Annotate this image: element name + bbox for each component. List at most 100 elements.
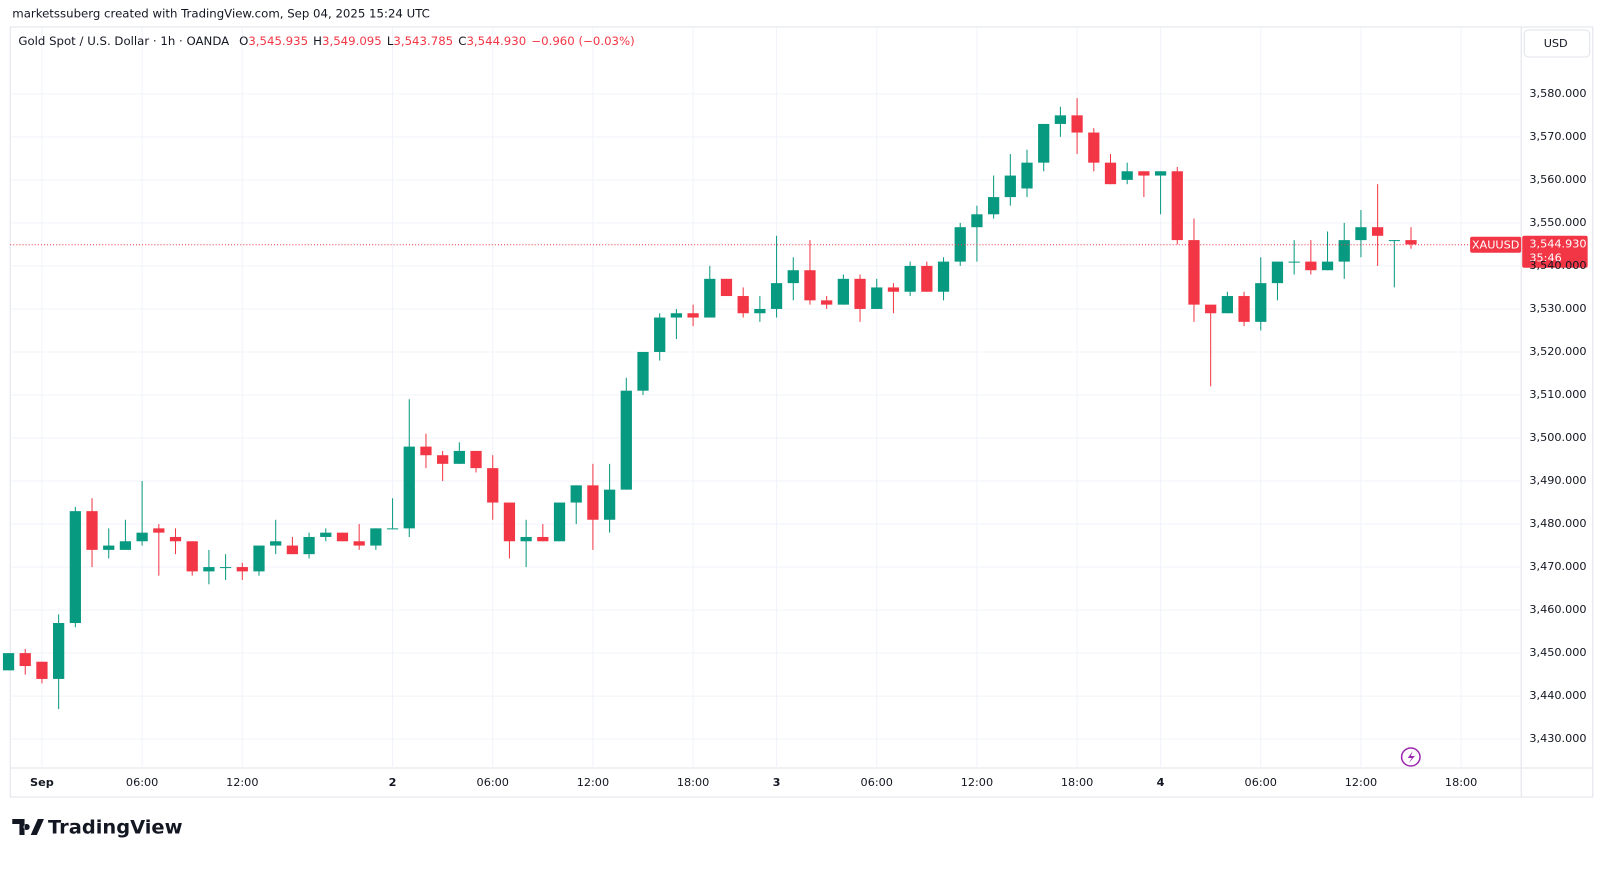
candle-body xyxy=(1338,240,1350,262)
candle-body xyxy=(620,390,632,490)
candle-body xyxy=(2,653,15,671)
candle-body xyxy=(453,450,465,464)
candle-body xyxy=(1021,162,1033,189)
legend-value: 3,545.935 xyxy=(248,34,308,48)
y-tick-label: 3,560.000 xyxy=(1529,173,1586,186)
x-tick-label: 06:00 xyxy=(1245,776,1277,789)
candle-body xyxy=(821,300,833,305)
legend-value: 3,549.095 xyxy=(322,34,382,48)
credit: marketssuberg created with TradingView.c… xyxy=(12,7,430,21)
y-tick-label: 3,470.000 xyxy=(1529,560,1586,573)
candle-body xyxy=(153,528,165,533)
y-tick-label: 3,490.000 xyxy=(1529,474,1586,487)
candle-body xyxy=(420,446,432,456)
price-tag-name-bg xyxy=(1470,236,1522,253)
y-tick-label: 3,550.000 xyxy=(1529,216,1586,229)
candle-body xyxy=(69,511,81,624)
candle-body xyxy=(737,296,749,314)
x-tick-label: 06:00 xyxy=(126,776,158,789)
y-tick-label: 3,440.000 xyxy=(1529,689,1586,702)
candle-body xyxy=(386,528,399,530)
candle-body xyxy=(1154,171,1167,176)
currency[interactable]: USD xyxy=(1544,37,1568,50)
candle-body xyxy=(270,541,282,546)
candles xyxy=(2,98,1417,710)
candle-body xyxy=(921,265,933,292)
candle-body xyxy=(1221,296,1233,314)
grid xyxy=(10,28,1522,768)
candle-body xyxy=(1255,283,1267,322)
y-tick-label: 3,500.000 xyxy=(1529,431,1586,444)
legend-label: O xyxy=(239,34,248,48)
x-tick-label: 18:00 xyxy=(677,776,709,789)
candle-body xyxy=(854,278,866,309)
candle-body xyxy=(103,545,115,550)
candle-body xyxy=(1305,261,1317,271)
candle-body xyxy=(236,567,248,572)
x-tick-label: Sep xyxy=(30,776,54,789)
candle-body xyxy=(53,623,65,679)
x-tick-label: 3 xyxy=(773,776,781,789)
countdown: 35:46 xyxy=(1529,252,1561,265)
candle-body xyxy=(36,661,48,679)
candle-body xyxy=(1205,304,1217,314)
candle-body xyxy=(1355,227,1367,241)
candle-body xyxy=(86,511,98,550)
x-tick-label: 06:00 xyxy=(477,776,509,789)
candle-body xyxy=(804,270,816,301)
candle-body xyxy=(720,278,733,297)
candle-body xyxy=(1121,171,1133,180)
events-icon-bolt xyxy=(1407,751,1415,763)
candle-body xyxy=(136,532,148,542)
candle-body xyxy=(203,567,215,572)
currency-button[interactable] xyxy=(1523,29,1591,58)
x-tick-label: 12:00 xyxy=(226,776,258,789)
candle-body xyxy=(403,446,415,529)
candle-body xyxy=(687,313,699,318)
candle-body xyxy=(1104,162,1117,185)
legend-value: 3,544.930 xyxy=(466,34,526,48)
candle-body xyxy=(1321,261,1334,271)
candle-body xyxy=(1004,175,1016,198)
candle-body xyxy=(754,308,766,314)
y-tick-label: 3,430.000 xyxy=(1529,732,1586,745)
chart-frame xyxy=(9,26,1594,798)
candle-body xyxy=(537,536,549,542)
candle-body xyxy=(871,287,883,309)
candle-body xyxy=(603,489,616,520)
candle-body xyxy=(1054,115,1067,124)
candle-body xyxy=(219,567,232,569)
candle-body xyxy=(186,541,198,572)
y-tick-label: 3,570.000 xyxy=(1529,130,1586,143)
candle-body xyxy=(553,502,566,542)
candle-body xyxy=(1388,240,1400,242)
symbol: Gold Spot / U.S. Dollar · 1h · OANDA xyxy=(18,34,229,48)
candle-body xyxy=(587,485,599,520)
candle-body xyxy=(971,214,983,228)
candle-body xyxy=(19,653,31,667)
price-tag-name: XAUUSD xyxy=(1472,239,1520,252)
x-tick-label: 06:00 xyxy=(861,776,893,789)
candle-body xyxy=(353,541,365,546)
candle-body xyxy=(1138,171,1150,176)
candle-body xyxy=(470,450,482,469)
candle-body xyxy=(1288,261,1300,263)
logo-mark xyxy=(12,819,44,835)
candle-body xyxy=(904,265,916,292)
candle-body xyxy=(320,532,332,537)
candle-body xyxy=(520,536,532,542)
legend: Gold Spot / U.S. Dollar · 1h · OANDA O3,… xyxy=(18,34,634,48)
x-tick-label: 4 xyxy=(1157,776,1165,789)
candle-body xyxy=(253,545,265,572)
candle-body xyxy=(937,261,950,292)
logo-text: TradingView xyxy=(48,816,183,839)
candle-body xyxy=(437,455,449,464)
y-tick-label: 3,460.000 xyxy=(1529,603,1586,616)
events-icon[interactable] xyxy=(1400,747,1421,767)
candle-body xyxy=(654,317,666,352)
x-tick-label: 12:00 xyxy=(961,776,993,789)
x-tick-label: 12:00 xyxy=(577,776,609,789)
candle-body xyxy=(570,485,582,503)
